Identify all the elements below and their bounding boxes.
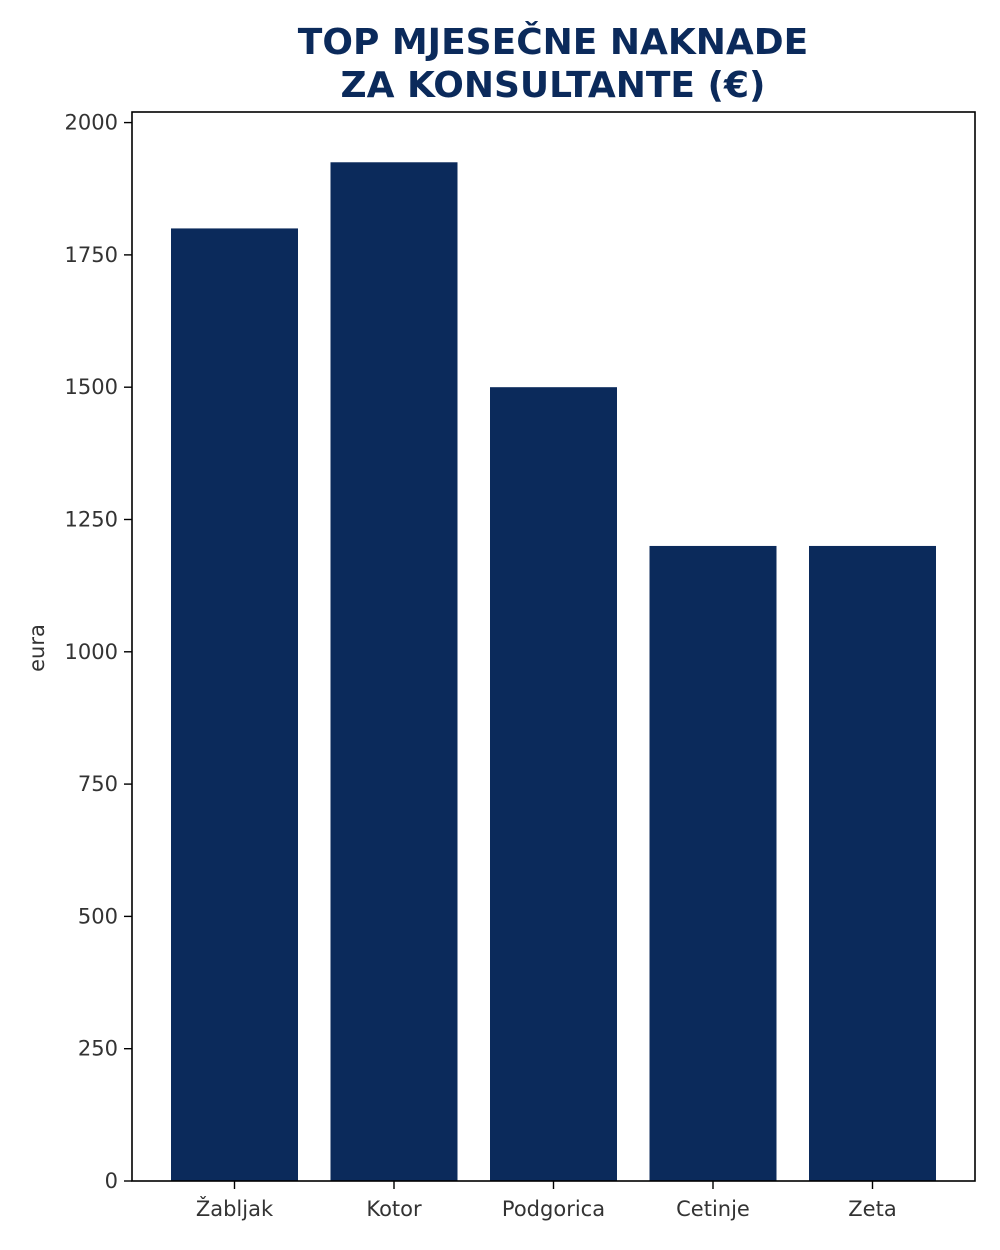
y-axis-ticks: 0 250 500 750 1000 1250 1500 1750 2000 xyxy=(65,111,132,1193)
y-tick-label: 1500 xyxy=(65,375,118,399)
x-tick-label: Kotor xyxy=(366,1197,422,1221)
x-tick-label: Podgorica xyxy=(502,1197,605,1221)
y-tick-label: 250 xyxy=(78,1037,118,1061)
y-tick-label: 1250 xyxy=(65,507,118,531)
x-tick-label: Žabljak xyxy=(196,1196,274,1221)
y-tick-label: 1750 xyxy=(65,243,118,267)
y-tick-label: 1000 xyxy=(65,640,118,664)
chart-title-line-2: ZA KONSULTANTE (€) xyxy=(340,65,765,106)
x-axis-ticks: Žabljak Kotor Podgorica Cetinje Zeta xyxy=(196,1181,897,1221)
bar-cetinje xyxy=(649,545,777,1181)
y-tick-label: 500 xyxy=(78,904,118,928)
bar-žabljak xyxy=(171,228,298,1182)
plot-frame xyxy=(131,111,976,1182)
x-tick-label: Cetinje xyxy=(676,1197,750,1221)
y-axis-label: eura xyxy=(25,624,49,672)
bar-kotor xyxy=(330,162,458,1181)
bar-podgorica xyxy=(490,387,617,1181)
bar-zeta xyxy=(809,545,936,1181)
y-tick-label: 2000 xyxy=(65,111,118,135)
y-tick-label: 0 xyxy=(105,1169,118,1193)
bars-group xyxy=(171,162,936,1182)
y-tick-label: 750 xyxy=(78,772,118,796)
x-tick-label: Zeta xyxy=(848,1197,896,1221)
chart-title-line-1: TOP MJESEČNE NAKNADE xyxy=(298,21,808,63)
